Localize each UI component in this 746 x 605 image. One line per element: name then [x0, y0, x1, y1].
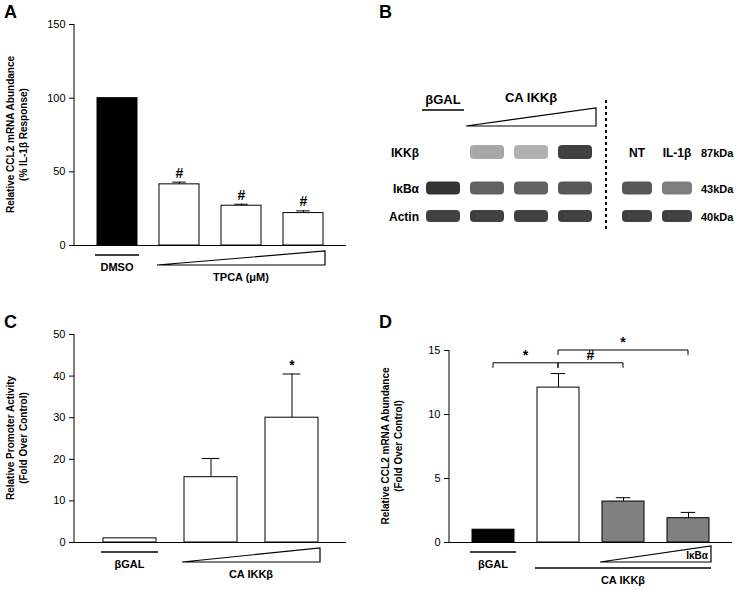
svg-text:Actin: Actin: [389, 210, 419, 224]
svg-text:10: 10: [53, 494, 65, 506]
svg-text:0: 0: [434, 536, 440, 548]
svg-text:87kDa: 87kDa: [701, 147, 734, 159]
svg-text:#: #: [587, 347, 595, 363]
html-text:D: D: [379, 312, 392, 332]
svg-text:#: #: [238, 187, 246, 203]
svg-text:βGAL: βGAL: [478, 558, 508, 570]
svg-text:Relative Promoter Activity: Relative Promoter Activity: [5, 376, 16, 501]
svg-text:#: #: [300, 193, 308, 209]
svg-text:IKKβ: IKKβ: [391, 146, 419, 160]
svg-text:βGAL: βGAL: [425, 92, 460, 107]
svg-text:20: 20: [53, 453, 65, 465]
svg-text:NT: NT: [629, 146, 646, 160]
svg-text:IL-1β: IL-1β: [663, 146, 692, 160]
svg-text:5: 5: [434, 472, 440, 484]
svg-text:10: 10: [428, 408, 440, 420]
svg-text:40kDa: 40kDa: [701, 211, 734, 223]
html-text:C: C: [4, 312, 17, 332]
svg-text:βGAL: βGAL: [115, 558, 145, 570]
svg-text:#: #: [176, 165, 184, 181]
svg-text:Relative CCL2 mRNA Abundance: Relative CCL2 mRNA Abundance: [5, 56, 16, 214]
svg-text:43kDa: 43kDa: [701, 183, 734, 195]
html-text:B: B: [379, 2, 392, 22]
svg-text:30: 30: [53, 411, 65, 423]
svg-text:CA IKKβ: CA IKKβ: [229, 568, 273, 580]
svg-text:CA IKKβ: CA IKKβ: [505, 90, 557, 105]
svg-text:(Fold Over Control): (Fold Over Control): [18, 392, 29, 484]
svg-text:(Fold Over Control): (Fold Over Control): [393, 400, 404, 492]
svg-text:150: 150: [47, 18, 65, 30]
svg-text:CA IKKβ: CA IKKβ: [601, 574, 645, 586]
svg-text:*: *: [523, 347, 529, 363]
svg-text:Relative CCL2 mRNA Abundance: Relative CCL2 mRNA Abundance: [380, 367, 391, 525]
svg-text:*: *: [620, 334, 626, 350]
svg-text:(% IL-1β Response): (% IL-1β Response): [18, 88, 29, 181]
html-text:A: A: [4, 2, 17, 22]
svg-text:15: 15: [428, 344, 440, 356]
svg-text:0: 0: [59, 536, 65, 548]
svg-text:TPCA (μM): TPCA (μM): [213, 271, 269, 283]
svg-text:50: 50: [53, 165, 65, 177]
svg-text:100: 100: [47, 92, 65, 104]
svg-text:50: 50: [53, 328, 65, 340]
svg-text:IκBα: IκBα: [393, 182, 420, 196]
svg-text:0: 0: [59, 239, 65, 251]
svg-text:IκBα: IκBα: [686, 550, 709, 561]
svg-text:*: *: [289, 357, 295, 373]
svg-text:40: 40: [53, 370, 65, 382]
svg-text:DMSO: DMSO: [101, 261, 134, 273]
